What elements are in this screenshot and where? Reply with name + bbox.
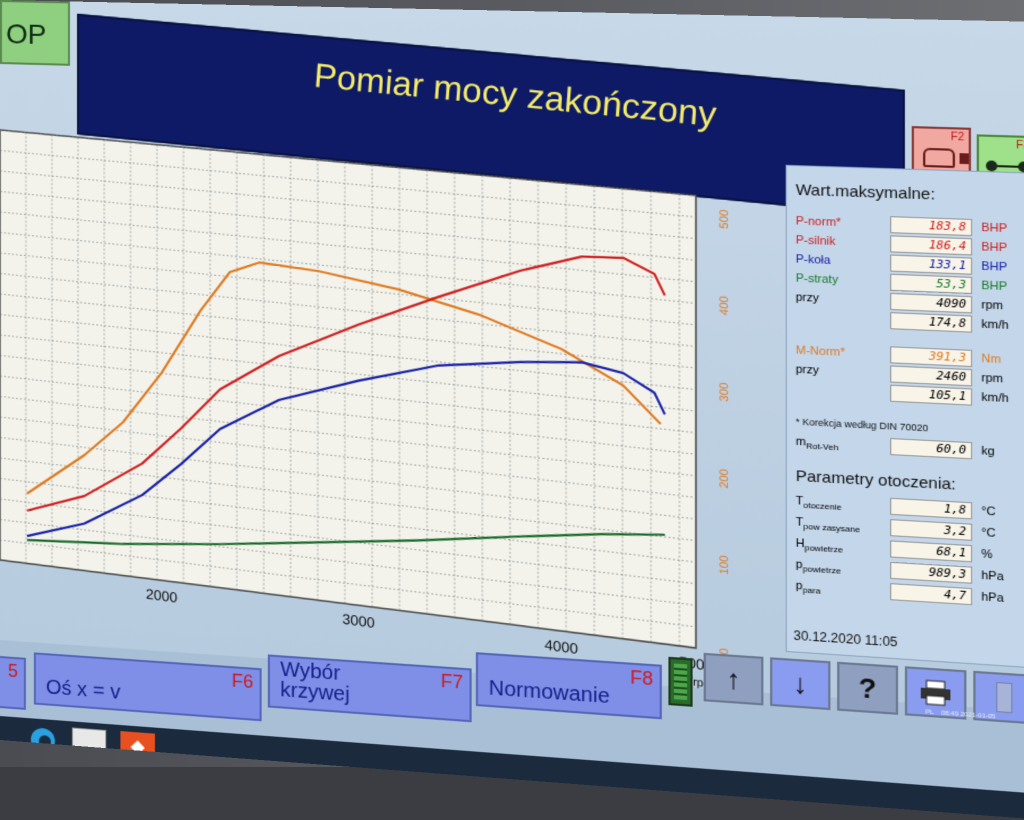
m-rot-row: mRot-Veh 60,0 kg xyxy=(796,433,1024,465)
fkey-f6-label: Oś x = v xyxy=(46,677,120,703)
max-value-label: P-norm* xyxy=(796,215,841,229)
ambient-value: 3,2 xyxy=(890,519,972,541)
x-tick-label: 4000 xyxy=(544,636,578,657)
ambient-sub: powietrze xyxy=(805,543,843,555)
fkey-f8-label: Normowanie xyxy=(489,678,610,707)
y-tick-label: 200 xyxy=(718,468,731,489)
fkey-f7-label: Wybór krzywej xyxy=(280,659,374,707)
max-value-field: 183,8 xyxy=(890,216,972,236)
ambient-sub: pow zasysane xyxy=(803,522,860,535)
max-values-heading: Wart.maksymalne: xyxy=(796,181,935,204)
power-chart: 010020030040050010002000300040005000n [r… xyxy=(0,100,779,743)
max-value-field: 186,4 xyxy=(890,235,972,255)
ambient-unit: hPa xyxy=(981,569,1003,583)
arrow-down-icon: ↓ xyxy=(793,667,808,701)
disabled-icon xyxy=(996,682,1012,713)
scroll-down-button[interactable]: ↓ xyxy=(770,657,830,710)
fkey-f5-key: 5 xyxy=(8,661,18,683)
din-note: * Korekcja według DIN 70020 xyxy=(796,416,929,433)
results-panel: Wart.maksymalne: P-norm* 183,8 BHP P-silnik… xyxy=(786,165,1024,669)
car-dyno-icon xyxy=(923,148,955,168)
ambient-value: 1,8 xyxy=(890,498,972,520)
f3-key-label: F3 xyxy=(1016,140,1024,152)
max-value-label: P-koła xyxy=(796,253,831,267)
f2-key-label: F2 xyxy=(951,131,964,143)
y-tick-label: 300 xyxy=(718,382,731,403)
m-rot-value: 60,0 xyxy=(890,438,972,459)
max-value-label: M-Norm* xyxy=(796,344,845,359)
arrow-up-icon: ↑ xyxy=(726,662,740,696)
max-value-unit: BHP xyxy=(981,241,1007,255)
stop-button-label: OP xyxy=(6,18,46,50)
help-button[interactable]: ? xyxy=(837,662,898,715)
ambient-unit: °C xyxy=(981,505,995,519)
max-value-unit: BHP xyxy=(981,221,1007,235)
ambient-value: 68,1 xyxy=(890,540,972,562)
max-value-unit: km/h xyxy=(981,318,1008,332)
fkey-f8-key: F8 xyxy=(630,667,653,691)
ambient-value: 4,7 xyxy=(890,583,972,605)
ambient-label: T xyxy=(796,516,804,529)
m-rot-sub: Rot-Veh xyxy=(806,441,838,452)
printer-icon xyxy=(920,679,952,707)
ambient-sub: powietrze xyxy=(803,564,841,576)
fkey-f7-key: F7 xyxy=(441,670,463,693)
max-value-field: 174,8 xyxy=(890,312,972,333)
chart-svg: 010020030040050010002000300040005000n [r… xyxy=(0,100,779,743)
ambient-label: H xyxy=(796,537,805,550)
max-value-label: P-silnik xyxy=(796,234,836,248)
max-value-label: P-straty xyxy=(796,272,838,286)
ambient-heading: Parametry otoczenia: xyxy=(796,467,956,494)
ambient-unit: % xyxy=(981,548,992,562)
help-icon: ? xyxy=(859,671,877,705)
max-value-field: 2460 xyxy=(890,365,972,386)
ambient-unit: hPa xyxy=(981,591,1003,605)
max-value-label: przy xyxy=(796,363,819,377)
max-value-label: przy xyxy=(796,291,819,305)
max-value-field: 53,3 xyxy=(890,274,972,294)
ambient-sub: otoczenie xyxy=(803,501,841,513)
y-tick-label: 400 xyxy=(718,295,731,316)
ambient-unit: °C xyxy=(981,526,995,540)
m-rot-label: m xyxy=(796,435,806,448)
max-value-field: 4090 xyxy=(890,293,972,313)
y-tick-label: 100 xyxy=(718,555,731,576)
max-value-field: 391,3 xyxy=(890,346,972,367)
max-value-field: 105,1 xyxy=(890,385,972,406)
max-value-unit: Nm xyxy=(981,352,1001,366)
max-value-unit: BHP xyxy=(981,279,1007,293)
tray-lang: PL xyxy=(925,709,933,716)
max-value-field: 133,1 xyxy=(890,255,972,275)
m-rot-unit: kg xyxy=(981,445,994,459)
x-tick-label: 3000 xyxy=(342,610,375,631)
datetime-label: 30.12.2020 11:05 xyxy=(793,628,897,650)
x-tick-label: 2000 xyxy=(146,585,178,605)
max-value-unit: rpm xyxy=(981,372,1003,386)
ambient-sub: para xyxy=(803,585,821,596)
fkey-f5[interactable]: 5 xyxy=(0,655,26,710)
ambient-label: T xyxy=(796,495,804,508)
max-value-unit: km/h xyxy=(981,391,1008,405)
plot-area xyxy=(0,130,696,648)
status-led xyxy=(668,657,692,707)
scroll-up-button[interactable]: ↑ xyxy=(704,653,764,706)
tray-time: 08:49 xyxy=(941,710,958,718)
max-value-unit: rpm xyxy=(981,299,1003,313)
fkey-f6-key: F6 xyxy=(232,670,254,693)
max-value-unit: BHP xyxy=(981,260,1007,274)
ambient-value: 989,3 xyxy=(890,562,972,584)
stop-button[interactable]: OP xyxy=(0,0,70,66)
y-tick-label: 500 xyxy=(718,209,731,230)
